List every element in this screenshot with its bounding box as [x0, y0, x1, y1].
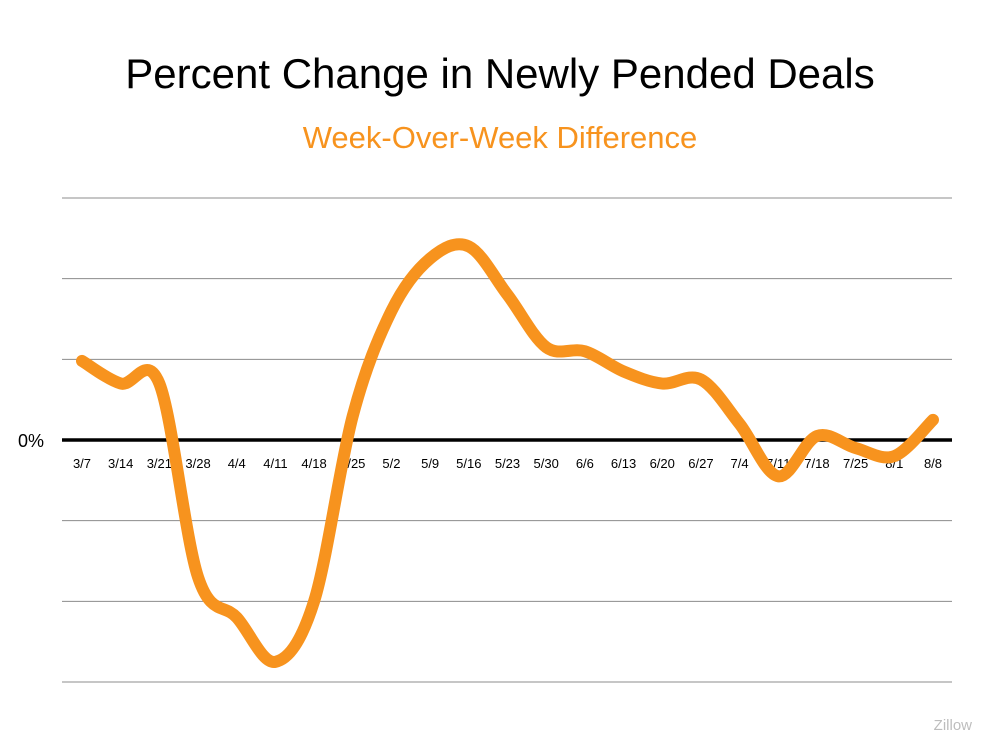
- x-tick-label: 5/16: [456, 456, 481, 471]
- x-tick-label: 3/7: [73, 456, 91, 471]
- x-tick-label: 4/4: [228, 456, 246, 471]
- x-tick-label: 6/6: [576, 456, 594, 471]
- x-tick-label: 3/28: [185, 456, 210, 471]
- x-tick-label: 7/18: [804, 456, 829, 471]
- x-tick-label: 3/21: [147, 456, 172, 471]
- x-axis-tick-labels: 3/7 3/14 3/21 3/28 4/4 4/11 4/18 4/25 5/2 5/9 5/16…: [73, 456, 942, 471]
- x-tick-label: 5/2: [382, 456, 400, 471]
- series-line: [76, 238, 939, 668]
- chart-subtitle: Week-Over-Week Difference: [302, 120, 698, 155]
- x-tick-label: 7/25: [843, 456, 868, 471]
- x-tick-label: 5/9: [421, 456, 439, 471]
- x-tick-label: 4/18: [301, 456, 326, 471]
- source-credit: Zillow: [933, 717, 972, 734]
- x-tick-label: 8/8: [924, 456, 942, 471]
- x-tick-label: 7/4: [731, 456, 749, 471]
- x-tick-label: 4/11: [263, 456, 287, 471]
- x-tick-label: 6/27: [688, 456, 713, 471]
- x-tick-label: 6/13: [611, 456, 636, 471]
- chart-title: Percent Change in Newly Pended Deals: [125, 50, 875, 97]
- x-tick-label: 5/30: [534, 456, 559, 471]
- zero-percent-label: 0%: [18, 431, 44, 451]
- x-tick-label: 3/14: [108, 456, 133, 471]
- x-tick-label: 5/23: [495, 456, 520, 471]
- x-tick-label: 6/20: [650, 456, 675, 471]
